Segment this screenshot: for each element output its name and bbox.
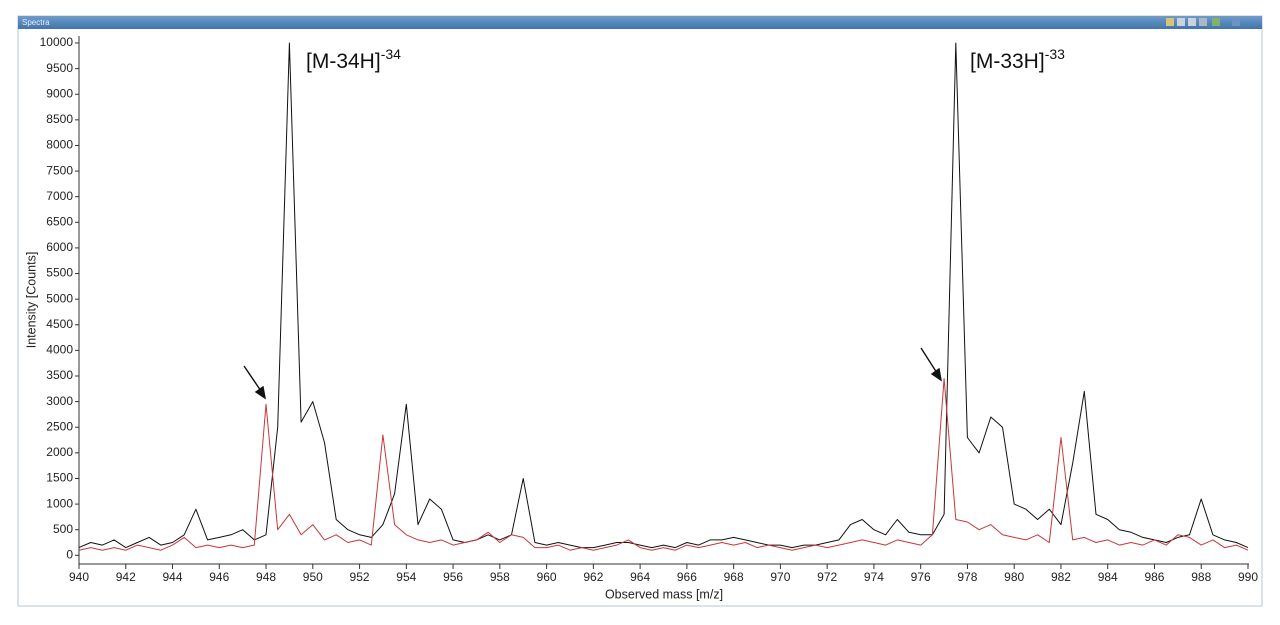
y-tick-label: 2000	[46, 445, 73, 459]
x-tick-label: 952	[350, 570, 370, 584]
y-tick-label: 2500	[46, 419, 73, 433]
y-tick-label: 5000	[46, 291, 73, 305]
panel	[17, 15, 1263, 607]
y-tick-label: 4500	[46, 317, 73, 331]
x-tick-label: 958	[490, 570, 510, 584]
y-tick-label: 7000	[46, 189, 73, 203]
x-tick-label: 960	[537, 570, 557, 584]
y-tick-label: 1000	[46, 496, 73, 510]
y-tick-label: 6000	[46, 240, 73, 254]
arrows	[243, 347, 942, 400]
x-tick-label: 970	[770, 570, 790, 584]
y-tick-label: 6500	[46, 214, 73, 228]
x-tick-label: 980	[1004, 570, 1024, 584]
x-tick-label: 964	[630, 570, 650, 584]
y-tick-label: 1500	[46, 471, 73, 485]
annotation-text: [M-34H]	[306, 50, 381, 73]
y-tick-label: 500	[53, 522, 73, 536]
window-title: Spectra	[22, 18, 50, 27]
x-tick-label: 950	[303, 570, 323, 584]
y-tick-label: 3000	[46, 394, 73, 408]
annotation-superscript: -34	[381, 46, 401, 62]
spectrum-line	[79, 378, 1249, 551]
x-tick-label: 990	[1238, 570, 1258, 584]
annotation: [M-33H]-33	[970, 46, 1065, 73]
x-axis-label: Observed mass [m/z]	[605, 587, 723, 601]
x-tick-label: 974	[864, 570, 884, 584]
toolbar[interactable]	[1166, 18, 1240, 26]
x-tick-label: 948	[256, 570, 276, 584]
plot-area	[79, 42, 1249, 551]
x-tick-label: 968	[724, 570, 744, 584]
x-tick-label: 972	[817, 570, 837, 584]
y-tick-label: 8000	[46, 138, 73, 152]
y-tick-label: 9500	[46, 61, 73, 75]
y-tick-label: 5500	[46, 266, 73, 280]
x-tick-label: 988	[1191, 570, 1211, 584]
x-tick-label: 954	[396, 570, 416, 584]
annotation-superscript: -33	[1045, 46, 1065, 62]
x-tick-label: 944	[163, 570, 183, 584]
x-tick-label: 942	[116, 570, 136, 584]
x-tick-label: 956	[443, 570, 463, 584]
annotation: [M-34H]-34	[306, 46, 401, 73]
x-tick-label: 978	[957, 570, 977, 584]
y-tick-label: 10000	[40, 35, 74, 49]
x-tick-label: 976	[911, 570, 931, 584]
x-tick-label: 962	[583, 570, 603, 584]
y-tick-label: 9000	[46, 86, 73, 100]
y-tick-label: 0	[66, 547, 73, 561]
title-bar	[18, 16, 1262, 29]
spectrum-line	[79, 42, 1249, 549]
y-tick-label: 4000	[46, 343, 73, 357]
annotation-text: [M-33H]	[970, 50, 1045, 73]
x-tick-label: 984	[1098, 570, 1118, 584]
x-tick-label: 940	[69, 570, 89, 584]
y-axis-label: Intensity [Counts]	[24, 252, 38, 349]
x-tick-label: 966	[677, 570, 697, 584]
x-tick-label: 986	[1144, 570, 1164, 584]
x-tick-label: 982	[1051, 570, 1071, 584]
y-tick-label: 7500	[46, 163, 73, 177]
y-tick-label: 3500	[46, 368, 73, 382]
y-tick-label: 8500	[46, 112, 73, 126]
x-tick-label: 946	[209, 570, 229, 584]
